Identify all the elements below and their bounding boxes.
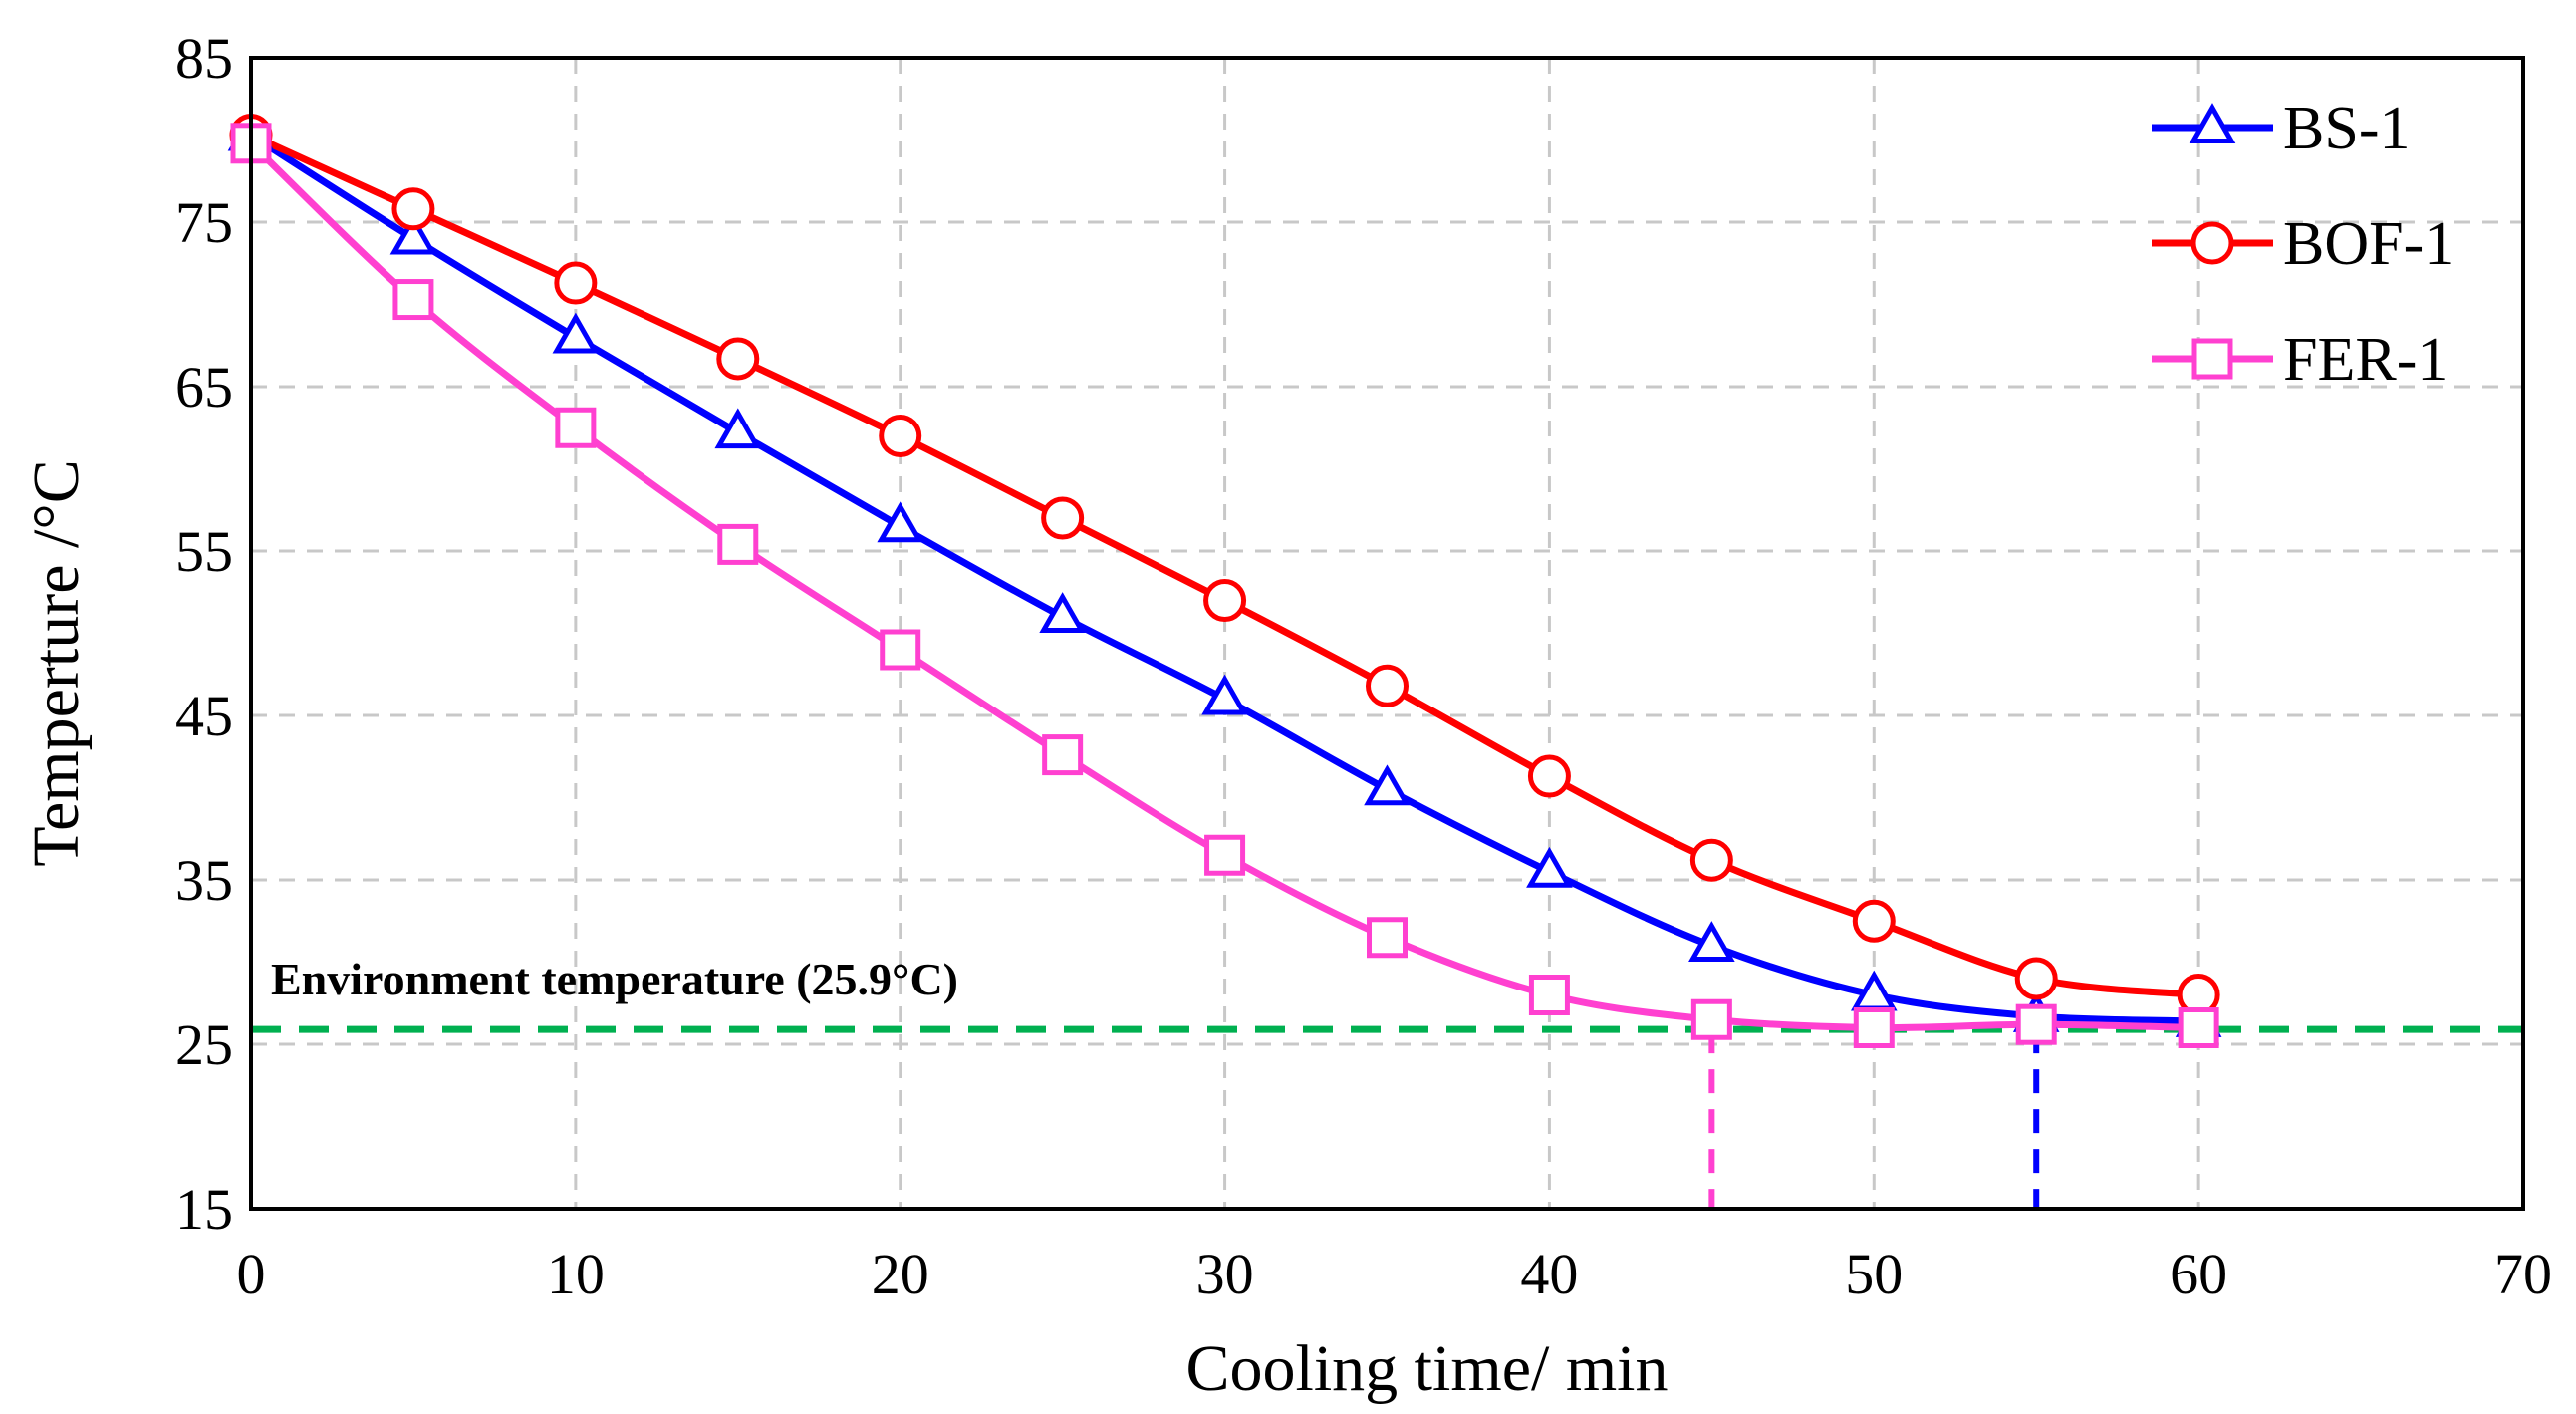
data-point-fer-1 [717,523,759,565]
data-point-fer-1 [1204,834,1246,876]
data-point-bs-1 [552,312,600,354]
data-point-bof-1 [1689,838,1733,882]
data-point-bof-1 [554,261,598,305]
plot-area-frame [249,56,2525,1211]
legend-marker [2191,338,2233,380]
legend-label: BOF-1 [2283,210,2454,278]
x-tick-label: 30 [1196,1242,1254,1306]
x-tick-label: 40 [1520,1242,1578,1306]
y-tick-label: 55 [175,519,233,584]
data-point-bof-1 [1366,664,1409,707]
data-point-bs-1 [714,408,762,449]
data-point-fer-1 [392,279,434,321]
data-point-fer-1 [880,629,921,671]
series-markers-fer-1 [230,123,2219,1048]
data-point-bof-1 [2014,957,2058,1000]
data-point-bof-1 [716,337,760,381]
legend-label: FER-1 [2283,326,2447,394]
legend-item-bs-1: BS-1 [2152,95,2410,162]
data-point-bs-1 [1364,764,1411,806]
data-point-bs-1 [877,501,924,543]
data-point-bof-1 [1852,899,1896,943]
x-tick-label: 70 [2494,1242,2552,1306]
data-point-fer-1 [1042,734,1084,776]
data-point-bof-1 [1527,754,1571,798]
y-tick-label: 25 [175,1012,233,1077]
legend-item-fer-1: FER-1 [2152,326,2447,394]
data-point-bs-1 [1688,921,1735,962]
data-point-bs-1 [1526,846,1573,888]
data-point-bs-1 [389,213,437,255]
data-point-fer-1 [1853,1007,1895,1048]
x-tick-label: 0 [237,1242,266,1306]
y-tick-label: 45 [175,684,233,748]
data-point-fer-1 [1528,975,1570,1015]
data-point-fer-1 [2178,1007,2219,1048]
y-tick-label: 15 [175,1177,233,1242]
axis-ticks: 0 10 20 30 40 50 60 70 15 25 35 45 55 65 75 85 [175,26,2552,1306]
x-tick-label: 60 [2170,1242,2227,1306]
legend-label: BS-1 [2283,95,2410,162]
x-tick-label: 50 [1845,1242,1903,1306]
data-point-bof-1 [1203,579,1247,622]
legend-marker [2189,103,2236,143]
data-point-fer-1 [1367,917,1408,959]
y-axis-title: Temperture /°C [20,459,93,866]
data-point-fer-1 [1690,998,1732,1040]
y-tick-label: 75 [175,190,233,255]
legend-marker [2190,221,2234,265]
data-point-bs-1 [1039,592,1086,633]
x-tick-label: 10 [547,1242,605,1306]
y-tick-label: 85 [175,26,233,91]
data-point-fer-1 [2015,1003,2057,1045]
data-point-fer-1 [555,407,597,448]
series-group [227,110,2222,1048]
data-point-bof-1 [391,187,435,231]
legend-item-bof-1: BOF-1 [2152,210,2454,278]
data-point-bof-1 [1041,496,1085,540]
environment-temperature-label: Environment temperature (25.9°C) [271,954,958,1004]
y-tick-label: 35 [175,848,233,913]
data-point-bof-1 [879,415,922,457]
x-tick-label: 20 [872,1242,929,1306]
legend: BS-1 BOF-1 FER-1 [2152,95,2454,394]
y-tick-label: 65 [175,355,233,420]
x-axis-title: Cooling time/ min [1185,1332,1668,1405]
series-markers-bof-1 [229,114,2220,1016]
data-point-bs-1 [1201,674,1248,715]
